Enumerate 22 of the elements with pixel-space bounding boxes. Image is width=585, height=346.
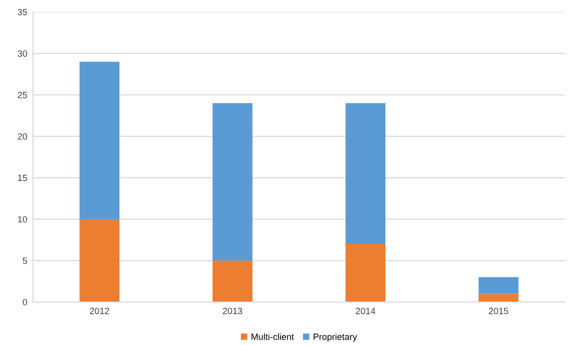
bar: [212, 260, 252, 302]
x-tick-label: 2012: [90, 308, 110, 314]
bar: [80, 219, 120, 302]
x-tick-label: 2015: [488, 308, 508, 314]
y-tick-label: 0: [22, 298, 28, 306]
y-tick-label: 5: [22, 258, 28, 264]
y-tick-label: 15: [18, 174, 28, 182]
legend-label: Proprietary: [314, 333, 358, 342]
bar: [478, 277, 518, 294]
y-tick-label: 30: [18, 50, 28, 57]
bar: [212, 103, 252, 261]
y-tick-label: 20: [18, 133, 28, 140]
x-tick-label: 2014: [356, 308, 376, 314]
y-tick-label: 25: [18, 92, 28, 98]
bar: [80, 62, 120, 220]
legend-label: Multi-client: [252, 333, 294, 340]
bar: [346, 244, 386, 302]
bar: [346, 103, 386, 244]
y-tick-label: 35: [18, 8, 28, 16]
x-tick-label: 2013: [222, 308, 242, 314]
y-tick-label: 10: [18, 216, 28, 223]
bar: [478, 294, 518, 302]
